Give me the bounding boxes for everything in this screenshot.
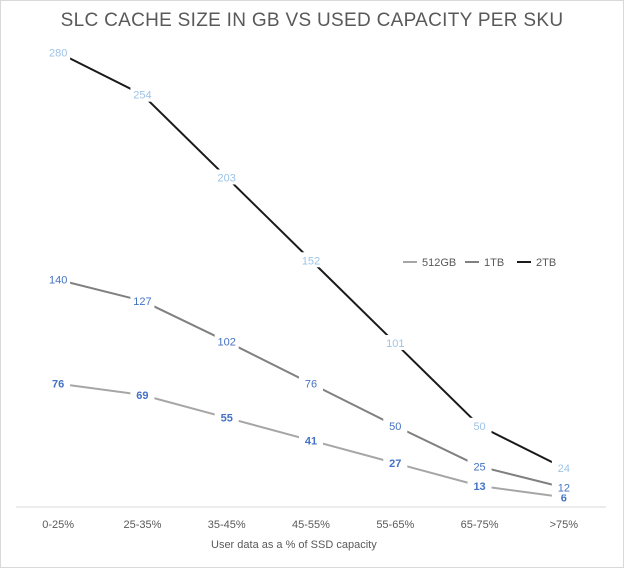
x-tick-label: 0-25% [42,519,74,531]
x-tick-label: 45-55% [292,519,330,531]
data-label-background [130,86,155,102]
data-label: 13 [473,481,485,493]
data-label: 25 [473,461,485,473]
x-tick-label: 35-45% [208,519,246,531]
data-label: 50 [389,421,401,433]
x-axis-label: User data as a % of SSD capacity [211,539,377,551]
data-label-background [130,386,155,402]
data-label-background [214,333,239,349]
data-label-background [383,417,408,433]
x-tick-label: 55-65% [376,519,414,531]
data-label-background [130,292,155,308]
data-label: 76 [52,379,64,391]
legend-entry: 2TB [536,257,556,269]
chart-title: SLC CACHE SIZE IN GB VS USED CAPACITY PE… [60,10,564,31]
data-label-background [383,455,408,471]
data-label-background [214,409,239,425]
data-label-background [467,458,492,474]
data-label-background [299,432,323,448]
data-label: 152 [302,255,320,267]
x-tick-label: 65-75% [461,519,499,531]
data-label: 140 [49,275,67,287]
data-label-background [46,44,71,60]
data-label-background [46,271,71,287]
data-label-background [467,417,492,433]
data-label: 127 [133,296,151,308]
data-label-background [46,375,71,391]
data-label-background [551,460,576,476]
data-label: 55 [221,413,233,425]
data-label: 24 [558,463,570,475]
x-tick-label: 25-35% [123,519,161,531]
data-label: 254 [133,90,151,102]
data-label: 101 [386,338,404,350]
data-label: 203 [218,172,236,184]
data-label: 50 [473,421,485,433]
data-label: 12 [558,483,570,495]
data-label: 69 [136,390,148,402]
legend-entry: 512GB [422,257,456,269]
data-label: 41 [305,435,317,447]
data-label-background [299,375,323,391]
data-label: 76 [305,379,317,391]
legend-entry: 1TB [484,257,504,269]
data-label-background [299,252,323,268]
data-label-background [383,335,408,351]
data-label: 102 [218,336,236,348]
data-label-background [551,479,576,495]
data-label-background [467,477,492,493]
data-label-background [214,169,239,185]
data-label: 6 [561,492,567,504]
data-label: 27 [389,458,401,470]
data-label: 280 [49,47,67,59]
x-tick-label: >75% [550,519,579,531]
